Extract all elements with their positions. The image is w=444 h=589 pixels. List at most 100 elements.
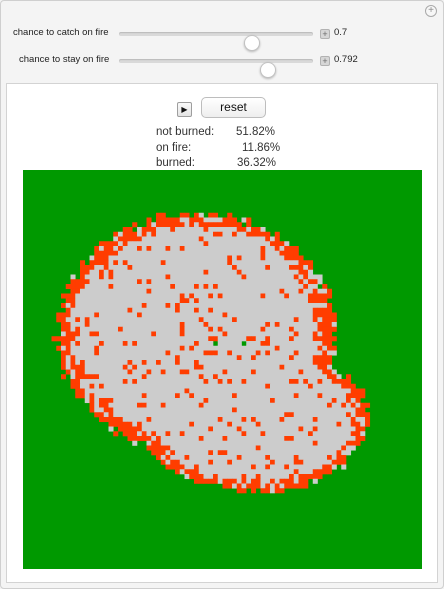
burning-cell	[94, 312, 100, 318]
burned-cell	[103, 350, 109, 356]
burned-cell	[184, 440, 190, 446]
burned-cell	[146, 284, 152, 290]
burning-cell	[327, 464, 333, 470]
burning-cell	[217, 231, 223, 237]
burning-cell	[165, 222, 171, 228]
burned-cell	[141, 364, 147, 370]
burning-cell	[122, 231, 128, 237]
burning-cell	[227, 260, 233, 266]
burned-cell	[293, 312, 299, 318]
burning-cell	[165, 431, 171, 437]
stay-fire-slider[interactable]	[119, 59, 313, 78]
burned-cell	[203, 421, 209, 427]
catch-fire-slider[interactable]	[119, 32, 313, 51]
burned-cell	[189, 383, 195, 389]
burned-cell	[360, 417, 366, 423]
burned-cell	[89, 345, 95, 351]
burned-cell	[184, 345, 190, 351]
burning-cell	[317, 307, 323, 313]
burned-cell	[308, 307, 314, 313]
burning-cell	[322, 298, 328, 304]
burned-cell	[236, 331, 242, 337]
burned-cell	[308, 303, 314, 309]
burning-cell	[99, 417, 105, 423]
burning-cell	[279, 488, 285, 494]
burned-cell	[222, 265, 228, 271]
burning-cell	[293, 483, 299, 489]
burned-cell	[217, 336, 223, 342]
burned-cell	[236, 412, 242, 418]
burned-cell	[312, 450, 318, 456]
burned-cell	[132, 417, 138, 423]
burned-cell	[232, 312, 238, 318]
burned-cell	[251, 303, 257, 309]
burned-cell	[246, 265, 252, 271]
burned-cell	[279, 421, 285, 427]
burned-cell	[170, 350, 176, 356]
burned-cell	[189, 303, 195, 309]
burned-cell	[132, 402, 138, 408]
burned-cell	[94, 317, 100, 323]
burned-cell	[293, 388, 299, 394]
burned-cell	[70, 369, 76, 375]
burning-cell	[203, 322, 209, 328]
stay-fire-slider-thumb[interactable]	[259, 62, 276, 78]
burning-cell	[365, 421, 371, 427]
play-button[interactable]: ▶	[177, 102, 192, 117]
burned-cell	[255, 331, 261, 337]
burned-cell	[327, 383, 333, 389]
burned-cell	[246, 255, 252, 261]
catch-fire-slider-thumb[interactable]	[243, 35, 260, 51]
burned-cell	[179, 393, 185, 399]
burning-cell	[260, 231, 266, 237]
burned-cell	[151, 255, 157, 261]
burned-cell	[170, 364, 176, 370]
burned-cell	[165, 412, 171, 418]
burned-cell	[308, 312, 314, 318]
plus-box-icon[interactable]: +	[320, 56, 330, 66]
burned-cell	[236, 360, 242, 366]
burned-cell	[270, 445, 276, 451]
burned-cell	[336, 407, 342, 413]
burned-cell	[308, 274, 314, 280]
burned-cell	[160, 312, 166, 318]
burned-cell	[189, 379, 195, 385]
burning-cell	[312, 279, 318, 285]
burned-cell	[160, 288, 166, 294]
burned-cell	[222, 398, 228, 404]
burned-cell	[260, 307, 266, 313]
burned-cell	[132, 241, 138, 247]
burned-cell	[141, 398, 147, 404]
burning-cell	[198, 317, 204, 323]
burned-cell	[293, 355, 299, 361]
burned-cell	[213, 450, 219, 456]
burned-cell	[236, 345, 242, 351]
burning-cell	[360, 407, 366, 413]
reset-button[interactable]: reset	[201, 97, 266, 118]
plus-circle-icon[interactable]: +	[425, 5, 437, 17]
burned-cell	[208, 402, 214, 408]
control-row-stay-fire: chance to stay on fire + 0.792	[1, 50, 444, 78]
burned-cell	[160, 360, 166, 366]
burning-cell	[322, 341, 328, 347]
burned-cell	[336, 445, 342, 451]
burned-cell	[184, 326, 190, 332]
burning-cell	[132, 341, 138, 347]
plus-box-icon[interactable]: +	[320, 29, 330, 39]
burned-cell	[103, 269, 109, 275]
burned-cell	[137, 388, 143, 394]
burning-cell	[84, 317, 90, 323]
burned-cell	[227, 374, 233, 380]
burned-cell	[141, 426, 147, 432]
burned-cell	[241, 255, 247, 261]
burned-cell	[137, 379, 143, 385]
burning-cell	[260, 293, 266, 299]
burned-cell	[208, 393, 214, 399]
burned-cell	[137, 355, 143, 361]
burned-cell	[327, 459, 333, 465]
burned-cell	[241, 360, 247, 366]
burned-cell	[156, 421, 162, 427]
burning-cell	[89, 260, 95, 266]
burned-cell	[179, 364, 185, 370]
burned-cell	[141, 274, 147, 280]
